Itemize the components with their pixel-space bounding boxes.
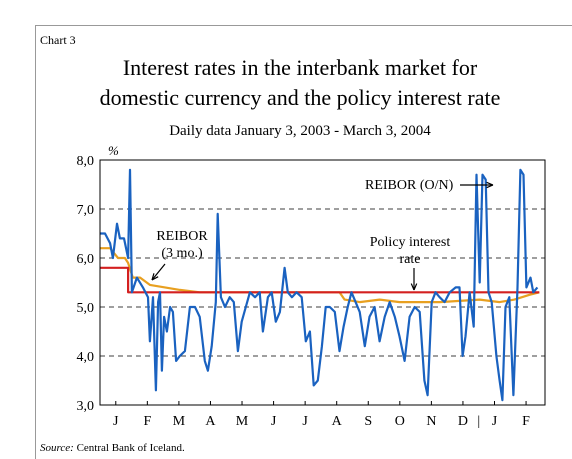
arrow-head (486, 181, 494, 189)
series-line (100, 168, 539, 402)
source-label: Source: (40, 442, 74, 454)
x-tick-label: M (236, 414, 249, 429)
annotation: (3 mo.) (161, 246, 203, 261)
y-tick-label: 6,0 (77, 252, 95, 267)
x-tick-label: M (173, 414, 186, 429)
chart-title: Interest rates in the interbank market f… (123, 55, 478, 80)
chart-label: Chart 3 (40, 33, 76, 47)
x-tick-label: N (426, 414, 436, 429)
y-tick-label: 5,0 (77, 301, 95, 316)
annotation: rate (400, 252, 421, 267)
x-tick-label: F (143, 414, 151, 429)
y-tick-label: 7,0 (77, 203, 95, 218)
series-line (100, 266, 540, 294)
y-axis-label: % (108, 143, 119, 158)
y-tick-label: 4,0 (77, 350, 95, 365)
y-tick-label: 3,0 (77, 399, 95, 414)
x-tick-label: J (113, 414, 119, 429)
annotation: REIBOR (156, 229, 208, 244)
arrow-head (410, 283, 418, 291)
x-tick-label: D (458, 414, 468, 429)
x-tick-label: S (364, 414, 372, 429)
source: Source: Central Bank of Iceland. (40, 442, 185, 454)
x-tick-label: F (522, 414, 530, 429)
year-separator: | (477, 414, 480, 429)
x-tick-label: A (332, 414, 343, 429)
chart-subtitle: Daily data January 3, 2003 - March 3, 20… (169, 123, 431, 139)
plot-frame (99, 159, 546, 406)
arrow-head (151, 273, 159, 281)
y-tick-label: 8,0 (77, 154, 95, 169)
x-tick-label: A (205, 414, 216, 429)
x-tick-label: J (302, 414, 308, 429)
x-tick-label: J (271, 414, 277, 429)
x-tick-label: J (492, 414, 498, 429)
arrow (151, 263, 166, 281)
x-tick-label: O (395, 414, 405, 429)
chart-title: domestic currency and the policy interes… (100, 85, 501, 110)
source-text: Central Bank of Iceland. (77, 442, 185, 454)
annotation: REIBOR (O/N) (365, 178, 454, 193)
annotation: Policy interest (370, 235, 451, 250)
